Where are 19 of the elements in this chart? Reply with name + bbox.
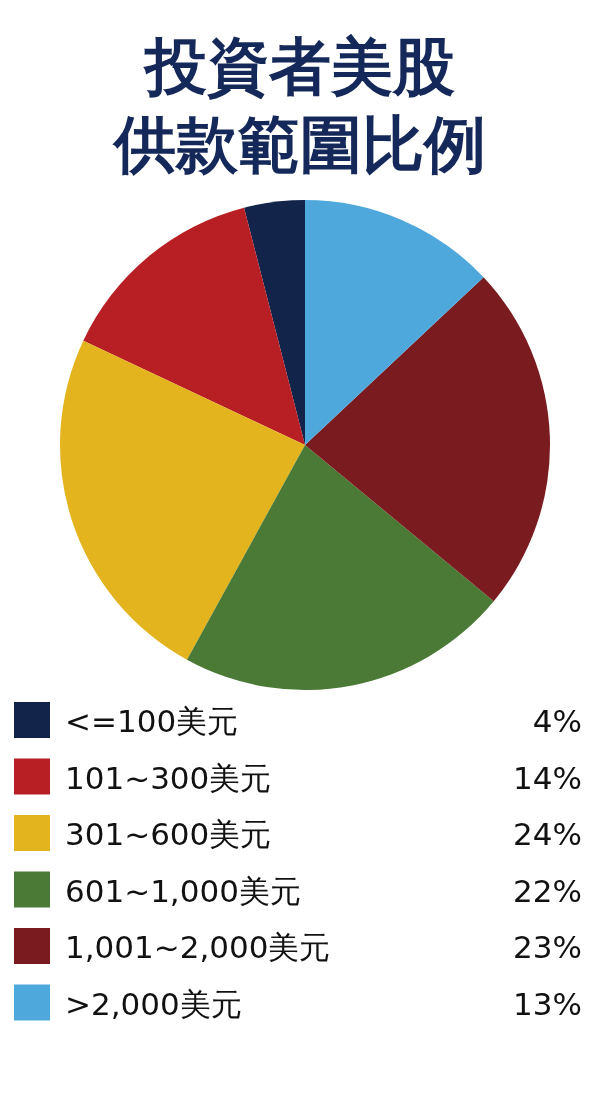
pie-slice xyxy=(60,340,305,660)
legend-label: 301~600美元 xyxy=(65,816,272,852)
legend-label: 101~300美元 xyxy=(65,759,272,796)
pie-slice xyxy=(83,207,305,445)
legend-label: 1,001~2,000美元 xyxy=(65,929,331,965)
data-label: 4% xyxy=(532,703,582,739)
legend-label: >2,000美元 xyxy=(65,985,242,1022)
pie-slice xyxy=(305,200,484,445)
chart-title: 投資者美股供款範圍比例 xyxy=(112,30,486,181)
pie-slice xyxy=(186,445,494,690)
pie-slice xyxy=(305,277,550,602)
legend-label: 601~1,000美元 xyxy=(65,872,301,909)
data-label: 22% xyxy=(513,872,582,909)
pie-slice xyxy=(244,200,305,445)
data-label: 14% xyxy=(513,759,582,796)
legend-label: <=100美元 xyxy=(65,703,239,739)
data-label: 13% xyxy=(513,985,582,1022)
data-label: 23% xyxy=(513,929,582,965)
data-label: 24% xyxy=(513,816,582,852)
